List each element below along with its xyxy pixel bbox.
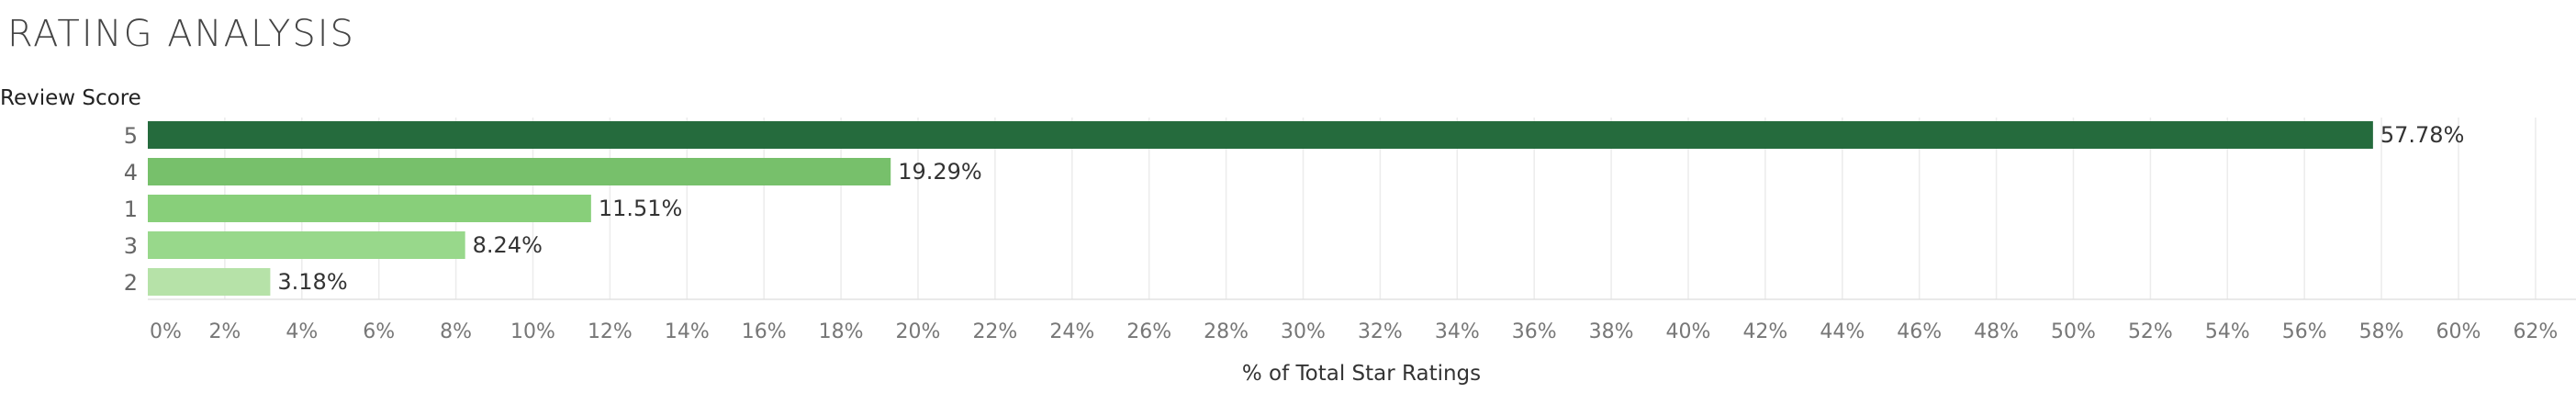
row-header: Review Score <box>0 86 141 110</box>
x-tick-label: 54% <box>2205 320 2250 343</box>
x-tick-label: 30% <box>1281 320 1326 343</box>
bar-5 <box>148 121 2373 149</box>
x-tick-label: 42% <box>1742 320 1787 343</box>
x-tick-label: 24% <box>1049 320 1094 343</box>
data-label: 57.78% <box>2380 122 2465 148</box>
x-tick-label: 44% <box>1820 320 1865 343</box>
x-tick-label: 52% <box>2128 320 2173 343</box>
x-tick-label: 46% <box>1897 320 1942 343</box>
x-tick-label: 20% <box>896 320 941 343</box>
x-tick-label: 0% <box>150 320 182 343</box>
x-tick-label: 38% <box>1589 320 1634 343</box>
data-label: 19.29% <box>898 159 982 185</box>
x-tick-label: 36% <box>1512 320 1557 343</box>
bar-4 <box>148 158 891 185</box>
x-tick-label: 26% <box>1126 320 1171 343</box>
data-label: 3.18% <box>277 269 347 295</box>
bar-1 <box>148 195 591 222</box>
x-tick-label: 34% <box>1435 320 1480 343</box>
x-tick-label: 8% <box>440 320 472 343</box>
x-tick-label: 4% <box>286 320 318 343</box>
x-tick-label: 60% <box>2436 320 2481 343</box>
x-tick-label: 10% <box>510 320 555 343</box>
x-axis-label: % of Total Star Ratings <box>1241 362 1482 386</box>
x-tick-label: 50% <box>2051 320 2096 343</box>
bar-2 <box>148 268 271 296</box>
x-tick-label: 12% <box>588 320 633 343</box>
category-label: 2 <box>124 270 138 296</box>
x-axis-ticks: 0% 2% 4% 6% 8% 10% 12% 14% 16% 18% 20% 22% 24% 26% 28%… <box>150 320 2558 343</box>
x-tick-label: 14% <box>665 320 710 343</box>
data-label: 11.51% <box>599 196 683 221</box>
x-tick-label: 40% <box>1666 320 1711 343</box>
bar-3 <box>148 231 465 259</box>
category-labels: 5 4 1 3 2 <box>124 123 138 296</box>
category-label: 3 <box>124 233 138 259</box>
x-tick-label: 28% <box>1204 320 1249 343</box>
x-tick-label: 16% <box>742 320 787 343</box>
category-label: 5 <box>124 123 138 149</box>
x-tick-label: 6% <box>363 320 395 343</box>
page-title: RATING ANALYSIS <box>7 13 355 55</box>
x-tick-label: 58% <box>2359 320 2404 343</box>
x-tick-label: 48% <box>1974 320 2019 343</box>
x-tick-label: 56% <box>2282 320 2327 343</box>
data-labels: 57.78% 19.29% 11.51% 8.24% 3.18% <box>277 122 2464 295</box>
data-label: 8.24% <box>473 232 543 258</box>
x-tick-label: 2% <box>208 320 241 343</box>
x-tick-label: 22% <box>972 320 1017 343</box>
category-label: 4 <box>124 160 138 185</box>
x-tick-label: 18% <box>819 320 864 343</box>
x-tick-label: 62% <box>2513 320 2558 343</box>
category-label: 1 <box>124 196 138 222</box>
x-tick-label: 32% <box>1358 320 1403 343</box>
bars <box>148 121 2373 296</box>
